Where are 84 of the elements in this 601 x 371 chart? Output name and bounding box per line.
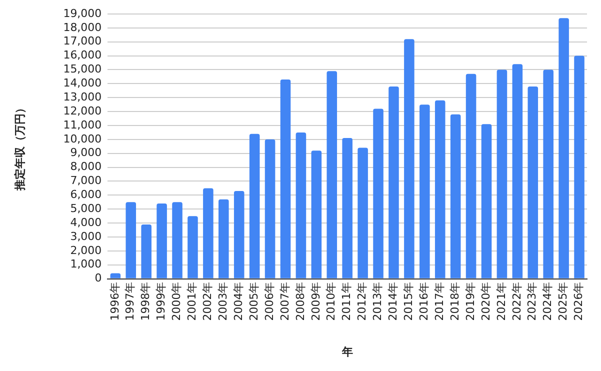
x-tick-label: 2009年 [309,282,322,321]
bar [543,70,554,278]
y-tick-label: 2,000 [70,244,102,257]
x-tick-label: 2010年 [324,282,338,321]
bar [280,80,291,278]
y-tick-label: 1,000 [70,258,102,271]
x-tick-label: 2021年 [494,282,508,321]
bar [342,138,352,278]
x-tick-label: 2013年 [371,282,384,321]
bar [326,71,338,278]
bar [234,191,244,278]
bar [311,150,322,278]
bar [110,273,121,278]
y-tick-label: 8,000 [70,160,102,174]
bar [420,104,430,278]
x-tick-label: 1996年 [108,282,122,321]
x-tick-label: 2003年 [216,282,230,321]
bar [434,100,446,278]
y-tick-label: 19,000 [63,6,102,20]
x-tick-label: 1998年 [139,282,152,321]
bar [249,134,260,278]
y-tick-label: 4,000 [70,216,102,229]
x-tick-label: 1997年 [124,282,137,321]
bar [156,204,167,278]
x-tick-label: 2004年 [232,282,245,321]
bar [512,64,523,278]
bar [218,199,229,278]
y-axis-title: 推定年収（万円） [13,102,26,192]
bar [296,132,306,278]
bar [466,74,476,278]
bar [404,39,414,278]
x-tick-label: 2019年 [464,282,477,321]
y-tick-label: 18,000 [63,20,102,34]
x-tick-label: 2001年 [186,282,199,321]
bar [388,86,399,278]
x-tick-label: 2006年 [262,282,276,321]
y-tick-label: 9,000 [70,146,102,160]
bar [558,18,569,278]
bar [126,202,136,278]
bar [373,108,384,278]
y-tick-label: 17,000 [63,34,102,48]
bar [450,114,461,278]
x-tick-label: 2022年 [510,282,524,321]
x-tick-label: 2015年 [402,282,416,321]
x-tick-label: 2012年 [356,282,369,321]
bar [188,216,198,278]
bar [358,148,368,278]
y-tick-label: 11,000 [63,118,102,132]
x-tick-label: 2014年 [386,282,400,321]
y-tick-label: 16,000 [63,48,102,62]
x-tick-label: 2020年 [479,282,492,321]
y-tick-label: 5,000 [70,202,102,215]
bar [264,139,276,278]
x-tick-label: 2026年 [572,282,586,321]
x-tick-label: 2024年 [541,282,554,321]
x-tick-label: 2005年 [247,282,260,321]
bar [528,86,538,278]
y-tick-label: 13,000 [63,90,102,104]
x-tick-label: 2025年 [556,282,570,321]
y-tick-label: 7,000 [70,174,102,188]
y-tick-label: 12,000 [63,104,102,118]
bar [172,202,182,278]
x-tick-label: 2016年 [418,282,431,321]
bar [496,70,508,278]
bar [574,56,584,278]
x-tick-label: 2007年 [278,282,292,321]
y-tick-label: 14,000 [63,76,102,90]
x-axis-title: 年 [340,345,353,358]
y-tick-label: 10,000 [63,132,102,146]
x-tick-label: 2011年 [340,282,354,321]
y-tick-label: 0 [94,272,102,285]
y-tick-label: 3,000 [70,230,102,243]
bar [481,124,492,278]
y-tick-label: 6,000 [70,188,102,202]
x-tick-label: 2000年 [170,282,184,321]
x-tick-label: 2018年 [448,282,462,321]
x-tick-label: 1999年 [154,282,168,321]
x-tick-label: 2017年 [432,282,446,321]
bar [203,188,214,278]
bar [141,224,152,278]
y-tick-label: 15,000 [63,62,102,76]
x-tick-label: 2008年 [294,282,307,321]
x-tick-label: 2023年 [526,282,539,321]
x-tick-label: 2002年 [201,282,214,321]
